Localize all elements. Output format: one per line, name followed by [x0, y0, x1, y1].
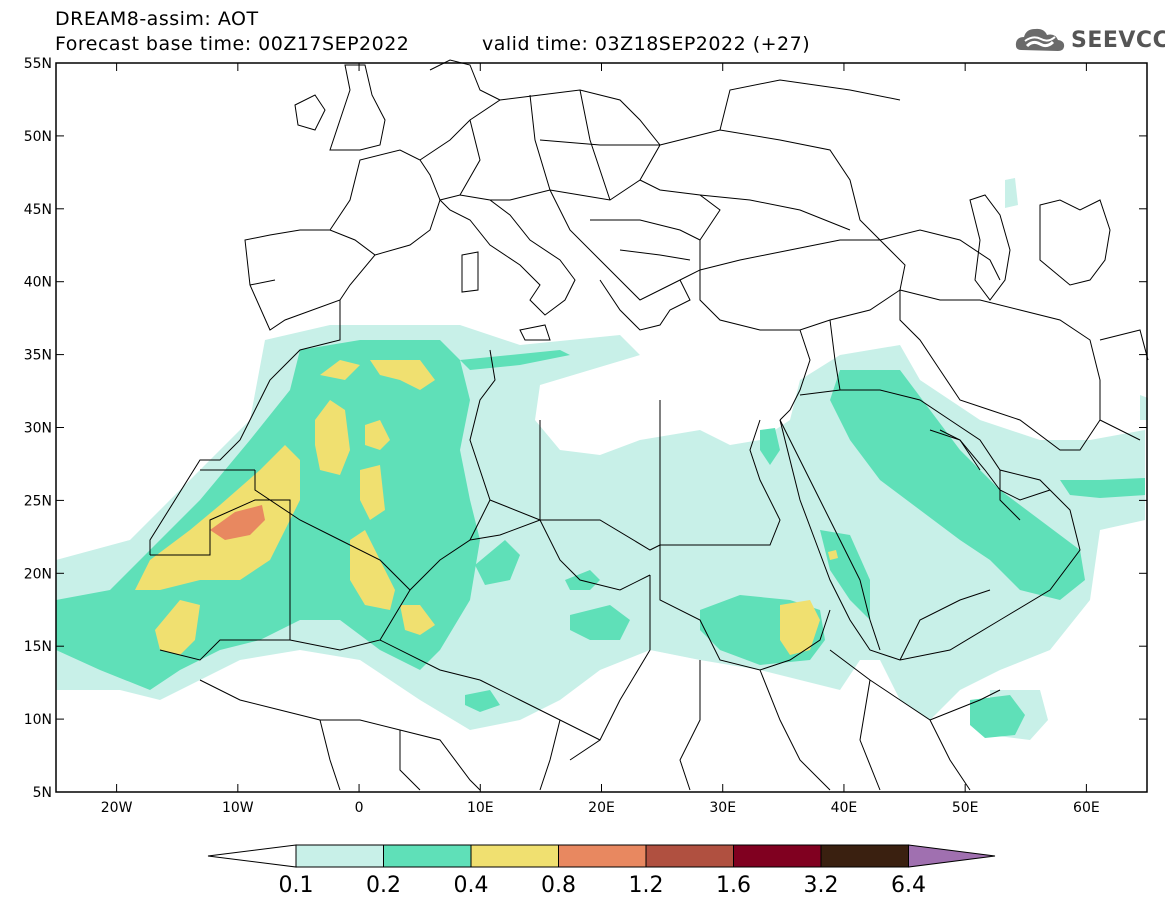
colorbar-level-label: 1.6	[716, 873, 751, 898]
lon-tick-label: 10W	[222, 800, 254, 816]
lon-tick-label: 10E	[467, 800, 494, 816]
lon-tick-label: 20W	[101, 800, 133, 816]
colorbar-segment	[820, 844, 909, 868]
lon-tick-label: 30E	[709, 800, 736, 816]
colorbar-level-label: 3.2	[804, 873, 839, 898]
colorbar-level-label: 0.2	[366, 873, 401, 898]
lat-tick-label: 40N	[24, 275, 52, 291]
map-title: DREAM8-assim: AOT	[55, 8, 259, 30]
logo-text: SEEVCCC	[1071, 28, 1165, 53]
longitude-axis: 20W 10W 0 10E 20E 30E 40E 50E 60E	[101, 63, 1100, 816]
lat-tick-label: 45N	[24, 202, 52, 218]
aot-contour-0.4	[135, 360, 838, 655]
colorbar-level-label: 0.8	[541, 873, 576, 898]
lat-tick-label: 25N	[24, 493, 52, 509]
valid-time: valid time: 03Z18SEP2022 (+27)	[482, 33, 811, 55]
lon-tick-label: 60E	[1073, 800, 1100, 816]
lon-tick-label: 0	[355, 800, 364, 816]
colorbar-below-min	[207, 844, 297, 868]
colorbar-above-max	[908, 844, 996, 868]
lat-tick-label: 30N	[24, 421, 52, 437]
aot-contour-0.8	[210, 505, 265, 540]
lon-tick-label: 40E	[831, 800, 858, 816]
lat-tick-label: 35N	[24, 348, 52, 364]
colorbar-level-label: 0.1	[279, 873, 314, 898]
colorbar-level-label: 1.2	[629, 873, 664, 898]
seevccc-logo: SEEVCCC	[1013, 22, 1165, 58]
lat-tick-label: 5N	[33, 785, 52, 801]
lat-tick-label: 55N	[24, 56, 52, 72]
colorbar-level-label: 0.4	[454, 873, 489, 898]
country-borders	[149, 59, 1149, 791]
colorbar-segment	[470, 844, 559, 868]
colorbar-segment	[295, 844, 384, 868]
lat-tick-label: 10N	[24, 712, 52, 728]
forecast-base-time: Forecast base time: 00Z17SEP2022	[55, 33, 410, 55]
colorbar-level-label: 6.4	[891, 873, 926, 898]
cloud-icon	[1015, 28, 1065, 51]
latitude-axis: 5N 10N 15N 20N 25N 30N 35N 40N 45N 50N 55N	[24, 56, 1147, 801]
lat-tick-label: 20N	[24, 566, 52, 582]
lat-tick-label: 15N	[24, 639, 52, 655]
colorbar-segment	[558, 844, 647, 868]
lat-tick-label: 50N	[24, 129, 52, 145]
colorbar-segment	[733, 844, 822, 868]
lon-tick-label: 50E	[952, 800, 979, 816]
lon-tick-label: 20E	[588, 800, 615, 816]
colorbar-segment	[383, 844, 472, 868]
colorbar-segment	[645, 844, 734, 868]
